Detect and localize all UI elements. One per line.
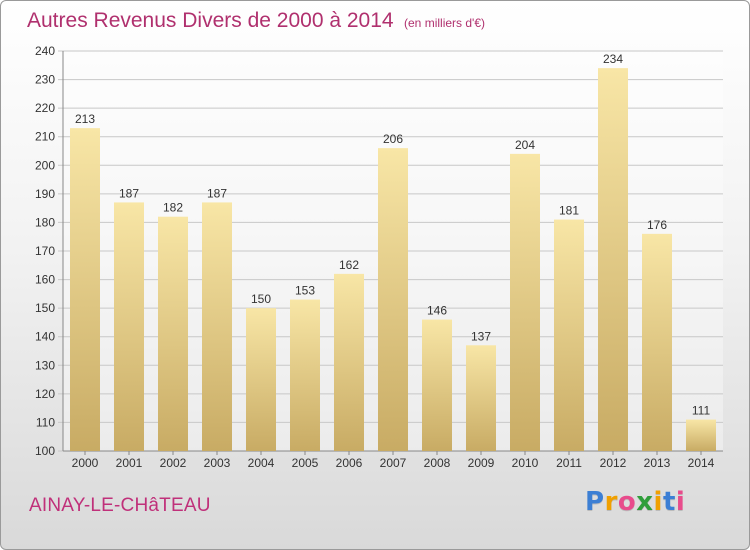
y-tick-label: 150 — [35, 301, 55, 315]
chart-title: Autres Revenus Divers de 2000 à 2014 — [27, 9, 394, 32]
y-tick-label: 120 — [35, 387, 55, 401]
y-tick-label: 210 — [35, 130, 55, 144]
bar-value-label: 204 — [515, 138, 535, 152]
bar-value-label: 181 — [559, 204, 579, 218]
y-tick-label: 160 — [35, 273, 55, 287]
x-tick-label: 2014 — [688, 456, 715, 470]
logo-letter: r — [604, 487, 618, 517]
logo-letter: i — [653, 487, 663, 517]
bar — [246, 308, 276, 451]
chart-title-row: Autres Revenus Divers de 2000 à 2014 (en… — [27, 9, 485, 33]
bar-value-label: 146 — [427, 304, 447, 318]
logo-letter: P — [585, 487, 605, 517]
bar-value-label: 206 — [383, 132, 403, 146]
x-tick-label: 2008 — [424, 456, 451, 470]
bar — [598, 68, 628, 452]
bar — [510, 153, 540, 451]
logo-letter: t — [662, 487, 676, 517]
y-tick-label: 240 — [35, 44, 55, 58]
y-tick-label: 130 — [35, 358, 55, 372]
logo-letter: o — [617, 487, 637, 517]
x-tick-label: 2010 — [512, 456, 539, 470]
bar-value-label: 182 — [163, 201, 183, 215]
bar-value-label: 234 — [603, 52, 623, 66]
place-name: AINAY-LE-CHâTEAU — [29, 495, 211, 516]
bar-value-label: 137 — [471, 329, 491, 343]
logo-letter: i — [675, 487, 686, 517]
x-tick-label: 2003 — [204, 456, 231, 470]
y-tick-label: 100 — [35, 444, 55, 458]
bar — [554, 219, 584, 451]
x-tick-label: 2012 — [600, 456, 627, 470]
bar — [114, 202, 144, 451]
bar — [686, 419, 716, 451]
x-tick-label: 2011 — [556, 456, 582, 470]
chart-unit-note: (en milliers d'€) — [404, 16, 485, 30]
y-tick-label: 200 — [35, 158, 55, 172]
y-tick-label: 230 — [35, 73, 55, 87]
x-tick-label: 2013 — [644, 456, 671, 470]
bar-value-label: 153 — [295, 284, 315, 298]
x-tick-label: 2005 — [292, 456, 319, 470]
bar — [158, 216, 188, 451]
logo-letter: x — [636, 487, 654, 517]
x-tick-label: 2002 — [160, 456, 187, 470]
bar-value-label: 187 — [207, 186, 227, 200]
x-tick-label: 2001 — [116, 456, 143, 470]
y-tick-label: 110 — [36, 415, 55, 429]
bar — [334, 273, 364, 451]
bar-value-label: 150 — [251, 292, 271, 306]
bar-value-label: 187 — [119, 186, 139, 200]
x-tick-label: 2000 — [72, 456, 99, 470]
bar — [70, 128, 100, 451]
x-tick-label: 2006 — [336, 456, 363, 470]
y-tick-label: 220 — [35, 101, 55, 115]
x-tick-label: 2009 — [468, 456, 495, 470]
y-tick-label: 190 — [35, 187, 55, 201]
bar-value-label: 176 — [647, 218, 667, 232]
bar — [202, 202, 232, 451]
y-tick-label: 140 — [35, 330, 55, 344]
bar-value-label: 213 — [75, 112, 95, 126]
bar — [422, 319, 452, 451]
x-tick-label: 2004 — [248, 456, 275, 470]
bar — [642, 233, 672, 451]
bar — [378, 148, 408, 451]
bar — [290, 299, 320, 451]
proxiti-logo: Proxiti — [585, 487, 685, 517]
x-tick-label: 2007 — [380, 456, 407, 470]
bar — [466, 345, 496, 451]
bar-value-label: 111 — [692, 404, 711, 418]
y-tick-label: 180 — [35, 215, 55, 229]
bar-value-label: 162 — [339, 258, 359, 272]
y-tick-label: 170 — [35, 244, 55, 258]
